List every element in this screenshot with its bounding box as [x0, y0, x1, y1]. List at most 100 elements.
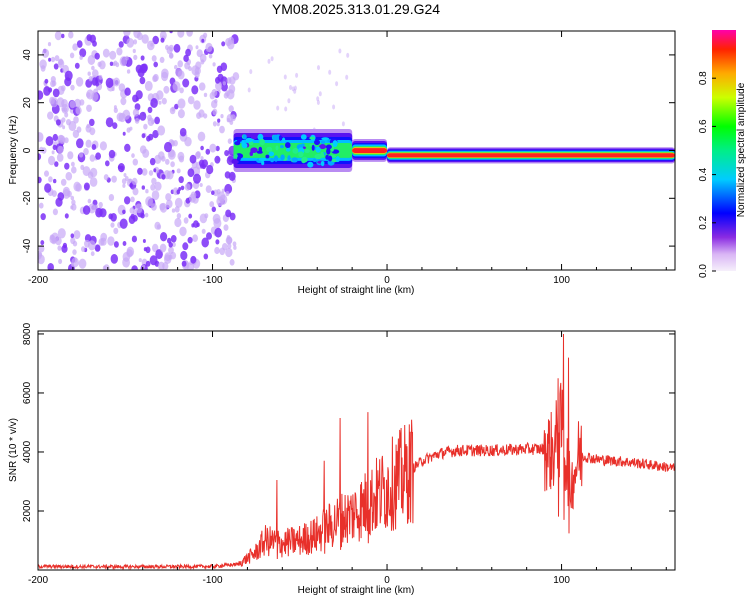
spectrogram-noise-point: [230, 114, 236, 122]
spectrogram-noise-point: [187, 236, 193, 244]
spectrogram-signal-blob: [280, 154, 285, 161]
spectrogram-noise-point: [141, 133, 146, 139]
spectrogram-noise-point: [229, 120, 234, 125]
spectrogram-noise-point: [215, 76, 221, 84]
spectrogram-noise-point: [193, 100, 201, 110]
spectrogram-noise-point: [116, 47, 123, 56]
spectrogram-signal-blob: [315, 146, 321, 153]
colorbar-tick-label: 0.8: [698, 71, 709, 85]
spectrogram-noise-point: [69, 52, 75, 59]
spectrogram-noise-point: [276, 105, 280, 111]
spectrogram-noise-point: [122, 131, 126, 136]
spectrogram-noise-point: [50, 76, 56, 83]
spectrogram-noise-point: [115, 62, 120, 68]
spectrogram-noise-point: [199, 183, 203, 187]
spectrogram-noise-point: [199, 213, 208, 224]
spectrogram-noise-point: [148, 170, 154, 176]
spectrogram-noise-point: [193, 173, 201, 184]
spectrogram-signal-blob: [285, 142, 291, 149]
spectrogram-noise-point: [91, 65, 95, 71]
spectrogram-noise-point: [109, 61, 114, 66]
colorbar: 0.0 0.2 0.4 0.6 0.8 Normalized spectral ampl…: [698, 30, 747, 278]
spectrogram-noise-point: [132, 158, 138, 166]
spectrogram-noise-point: [38, 90, 44, 100]
spectrogram-signal-blob: [258, 157, 267, 162]
spectrogram-noise-point: [212, 108, 218, 116]
spectrogram-noise-point: [94, 52, 100, 60]
spectrogram-noise-point: [172, 242, 176, 248]
spectrogram-noise-point: [52, 144, 57, 151]
spectrogram-noise-point: [44, 78, 49, 84]
spectrogram-noise-point: [267, 58, 271, 64]
spectrogram-noise-point: [75, 77, 84, 87]
spectrogram-noise-point: [232, 72, 240, 81]
spectrogram-noise-point: [153, 168, 157, 173]
spectrogram-signal-blob: [304, 149, 310, 154]
spectrogram-noise-point: [200, 156, 204, 161]
spectrogram-noise-point: [156, 224, 162, 230]
spectrogram-noise-point: [232, 241, 237, 247]
spectrogram-noise-point: [149, 157, 156, 166]
spectrogram-noise-point: [107, 236, 115, 246]
spectrogram-noise-point: [92, 205, 96, 210]
spectrogram-noise-point: [215, 145, 220, 152]
spectrogram-noise-point: [186, 262, 195, 270]
spectrogram-noise-point: [51, 190, 57, 198]
spectrogram-noise-point: [179, 127, 187, 137]
spectrogram-noise-point: [190, 191, 197, 199]
spectrogram-signal-blob: [270, 158, 274, 163]
spectrogram-noise-point: [209, 92, 216, 100]
spectrogram-noise-point: [54, 31, 62, 41]
spectrogram-noise-point: [133, 54, 138, 61]
spectrogram-noise-point: [133, 39, 138, 45]
spectrogram-noise-point: [187, 168, 195, 178]
spectrogram-noise-point: [196, 49, 203, 58]
spectrogram-noise-point: [78, 258, 87, 269]
spectrogram-noise-point: [152, 243, 159, 253]
spectrogram-noise-point: [70, 233, 75, 239]
spectrogram-noise-point: [177, 109, 185, 119]
spectrogram-noise-point: [132, 108, 139, 117]
spectrogram-noise-point: [86, 123, 90, 129]
spectrogram-noise-point: [118, 41, 124, 48]
spectrogram-noise-point: [169, 107, 176, 115]
spectrogram-noise-point: [89, 177, 98, 187]
spectrogram-noise-point: [167, 149, 176, 160]
spectrogram-noise-point: [132, 187, 139, 196]
spectrogram-noise-point: [122, 183, 126, 188]
spectrogram-noise-point: [226, 118, 231, 123]
spectrogram-noise-point: [131, 235, 137, 243]
spectrogram-noise-point: [316, 100, 320, 105]
spectrogram-noise-point: [158, 261, 165, 270]
spectrogram-noise-point: [195, 151, 201, 158]
spectrogram-signal-blob: [250, 147, 258, 153]
spectrogram-signal-blob: [266, 146, 273, 153]
spectrogram-noise-point: [108, 149, 116, 159]
spectrogram-signal-blob: [265, 154, 270, 159]
spectrogram-noise-point: [117, 165, 121, 170]
spectrogram-noise-point: [144, 80, 153, 92]
spectrogram-noise-point: [287, 98, 291, 104]
spectrogram-noise-point: [124, 143, 131, 152]
spectrogram-noise-point: [139, 76, 146, 85]
spectrogram-noise-point: [113, 227, 119, 235]
spectrogram-signal-blob: [298, 151, 304, 158]
spectrogram-noise-point: [213, 218, 222, 229]
chart-title: YM08.2025.313.01.29.G24: [272, 1, 440, 17]
spectrogram-content: [38, 31, 675, 270]
spectrogram-noise-point: [108, 213, 113, 220]
spectrogram-noise-point: [86, 34, 92, 42]
spectrogram-noise-point: [53, 63, 59, 70]
snr-y-tick-label: 6000: [22, 381, 33, 404]
spectrogram-noise-point: [174, 217, 182, 228]
spectrogram-noise-point: [103, 174, 109, 181]
spectrogram-noise-point: [177, 60, 183, 68]
colorbar-ticks: 0.0 0.2 0.4 0.6 0.8: [698, 71, 716, 278]
spectrogram-noise-point: [141, 34, 149, 44]
spectrogram-noise-point: [221, 188, 225, 193]
spectrogram-noise-point: [145, 260, 151, 267]
spectrogram-noise-point: [219, 194, 228, 205]
spectrogram-noise-point: [226, 235, 231, 240]
spectrogram-noise-point: [95, 152, 101, 160]
